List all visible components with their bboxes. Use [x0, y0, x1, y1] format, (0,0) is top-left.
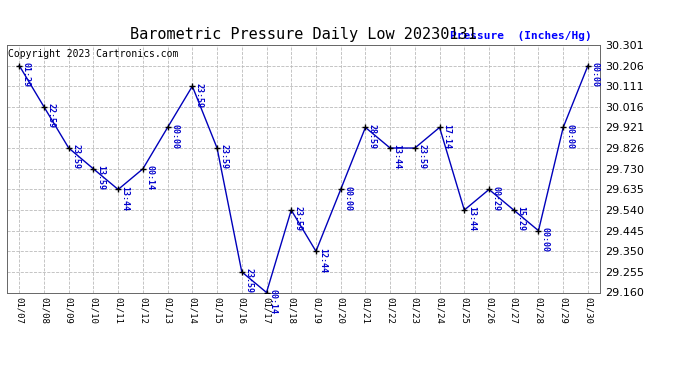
Text: 13:44: 13:44: [393, 144, 402, 170]
Text: 00:14: 00:14: [269, 289, 278, 314]
Title: Barometric Pressure Daily Low 20230131: Barometric Pressure Daily Low 20230131: [130, 27, 477, 42]
Text: 13:44: 13:44: [466, 206, 476, 231]
Text: 23:59: 23:59: [195, 82, 204, 108]
Text: 00:00: 00:00: [170, 124, 179, 149]
Text: 23:59: 23:59: [417, 144, 426, 170]
Text: 23:59: 23:59: [71, 144, 80, 170]
Text: 00:00: 00:00: [566, 124, 575, 149]
Text: 23:59: 23:59: [244, 268, 253, 293]
Text: 12:44: 12:44: [318, 248, 328, 273]
Text: 13:59: 13:59: [96, 165, 105, 190]
Text: 15:29: 15:29: [516, 206, 525, 231]
Text: Copyright 2023 Cartronics.com: Copyright 2023 Cartronics.com: [8, 49, 179, 59]
Text: 00:14: 00:14: [146, 165, 155, 190]
Text: 22:59: 22:59: [46, 103, 55, 128]
Text: 23:59: 23:59: [294, 206, 303, 231]
Text: Pressure  (Inches/Hg): Pressure (Inches/Hg): [450, 31, 591, 41]
Text: 00:00: 00:00: [541, 227, 550, 252]
Text: 00:00: 00:00: [591, 62, 600, 87]
Text: 01:29: 01:29: [22, 62, 31, 87]
Text: 28:59: 28:59: [368, 124, 377, 149]
Text: 13:44: 13:44: [121, 186, 130, 211]
Text: 17:14: 17:14: [442, 124, 451, 149]
Text: 00:29: 00:29: [491, 186, 500, 211]
Text: 23:59: 23:59: [219, 144, 228, 170]
Text: 00:00: 00:00: [343, 186, 352, 211]
